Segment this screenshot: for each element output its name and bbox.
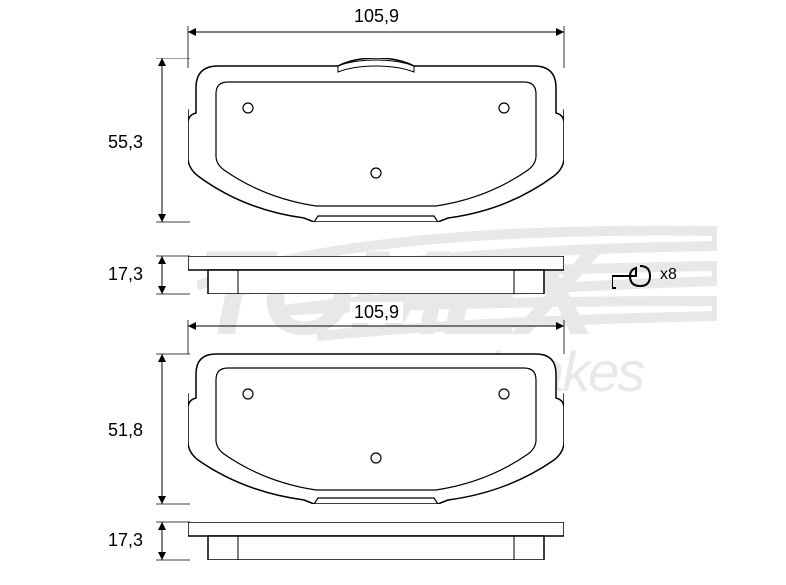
bottom-height-dimension-line [150,350,200,508]
clip-qty-label: x8 [660,266,677,284]
bottom-brake-pad-side [188,522,564,560]
top-height-dimension-line [150,58,200,228]
top-thickness-label: 17,3 [108,264,143,285]
bottom-thickness-label: 17,3 [108,530,143,551]
top-thickness-dimension-line [150,250,200,300]
top-brake-pad-side [188,256,564,294]
top-height-label: 55,3 [108,132,143,153]
bottom-height-label: 51,8 [108,420,143,441]
top-brake-pad-face [188,58,564,222]
clip-hardware-icon [612,258,654,294]
bottom-width-label: 105,9 [350,302,403,323]
bottom-brake-pad-face [188,350,564,504]
top-width-label: 105,9 [350,6,403,27]
bottom-thickness-dimension-line [150,516,200,566]
